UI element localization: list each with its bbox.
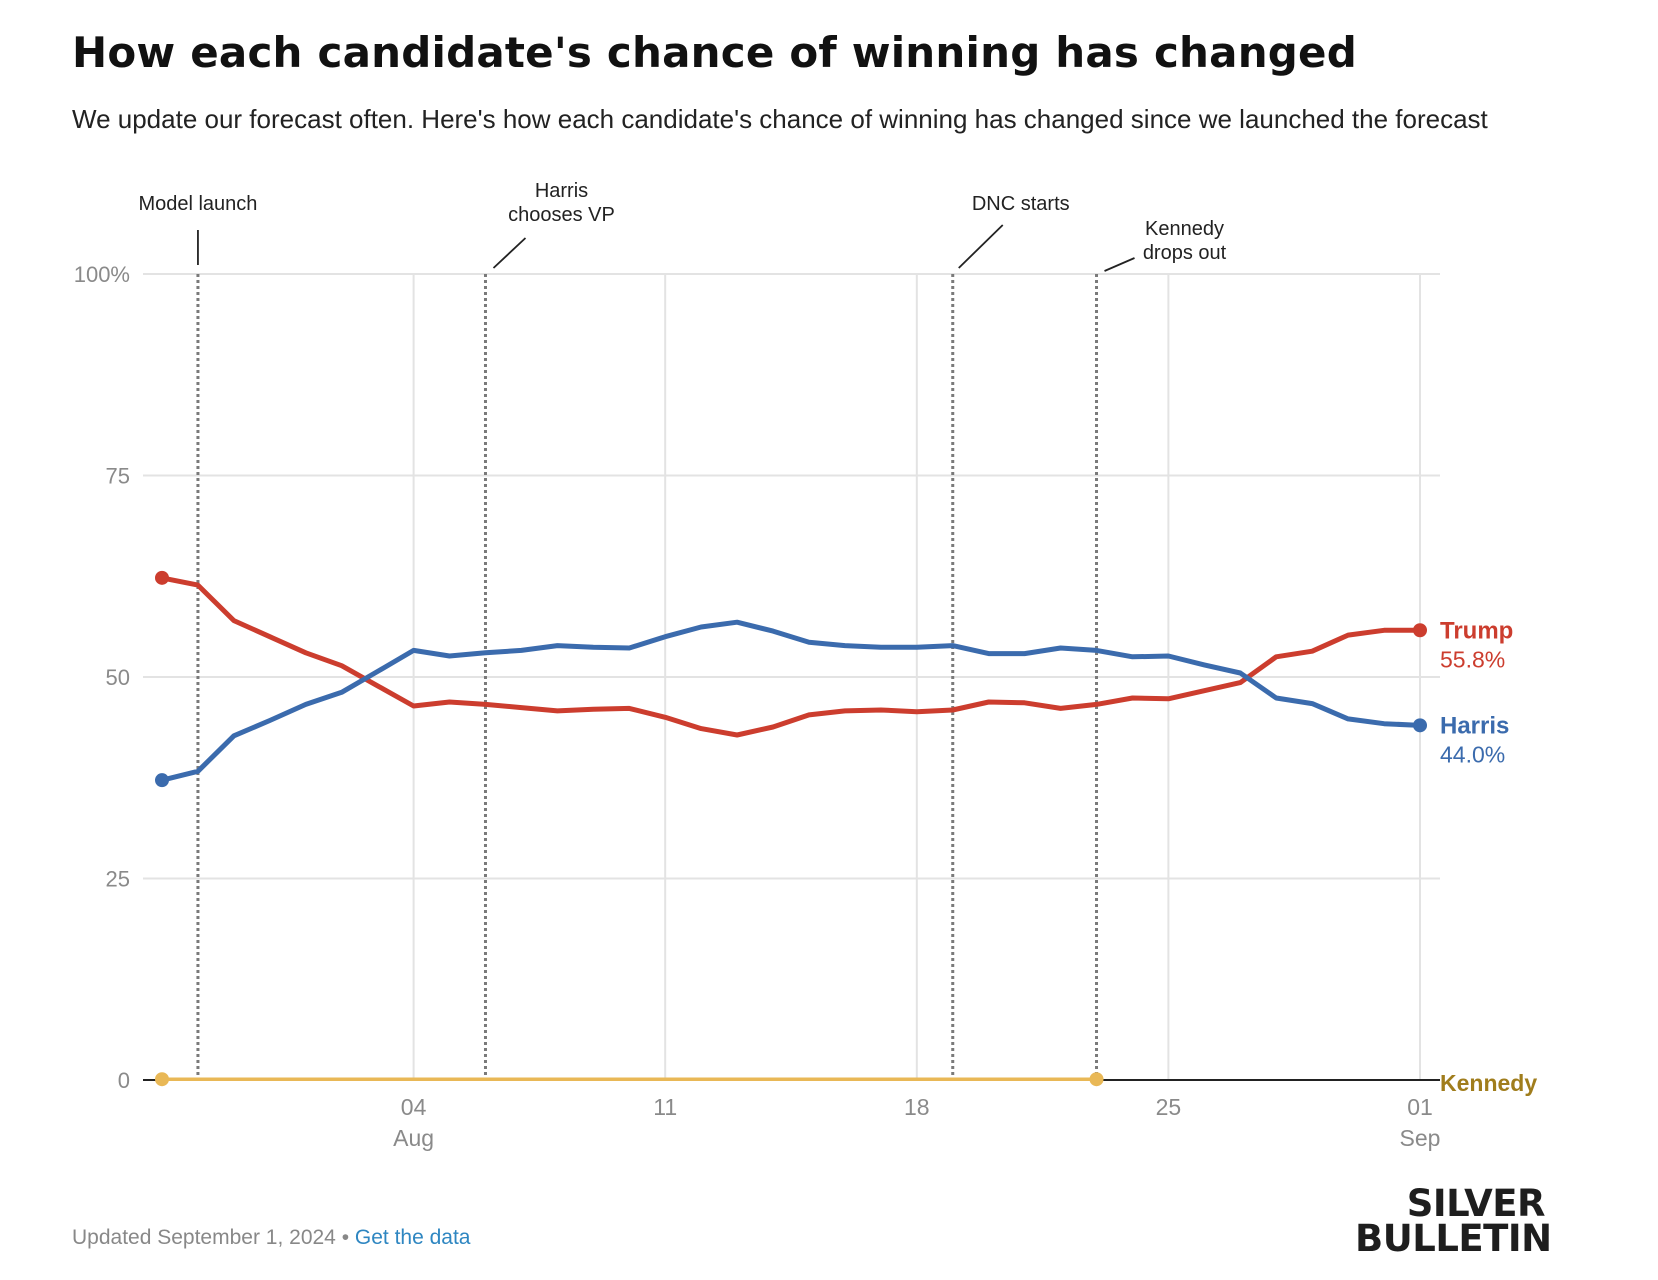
event-label: chooses VP: [508, 204, 615, 226]
x-tick-label: 01: [1407, 1094, 1433, 1120]
series-label-kennedy: Kennedy: [1440, 1070, 1537, 1096]
updated-text: Updated September 1, 2024: [72, 1226, 336, 1249]
event-label: Kennedy: [1145, 218, 1224, 240]
grid-lines: [143, 273, 1440, 1081]
chart-title: How each candidate's chance of winning h…: [72, 28, 1358, 77]
x-tick-sublabel: Aug: [393, 1125, 434, 1151]
series-end-point-trump: [1413, 623, 1427, 638]
x-tick-label: 11: [653, 1094, 677, 1120]
series-value-trump: 55.8%: [1440, 646, 1505, 672]
y-tick-label: 75: [106, 464, 130, 489]
event-label: DNC starts: [972, 193, 1070, 215]
footer-separator: •: [335, 1226, 355, 1249]
chart-subtitle: We update our forecast often. Here's how…: [72, 104, 1488, 134]
footer: Updated September 1, 2024 • Get the data: [72, 1226, 470, 1250]
brand-logo-line2: BULLETIN: [1355, 1217, 1552, 1260]
event-label: Harris: [535, 180, 588, 202]
get-the-data-link[interactable]: Get the data: [354, 1226, 471, 1249]
x-tick-sublabel: Sep: [1400, 1125, 1441, 1151]
brand-logo-line1: SILVER: [1406, 1182, 1546, 1225]
y-tick-label: 0: [118, 1068, 130, 1093]
series-value-harris: 44.0%: [1440, 741, 1505, 767]
series-start-point-kennedy: [155, 1072, 169, 1087]
event-label: drops out: [1143, 242, 1227, 264]
y-tick-label: 50: [106, 665, 130, 690]
series-start-point-trump: [155, 570, 169, 585]
series-label-harris: Harris: [1440, 712, 1509, 739]
event-leader-line: [492, 237, 527, 269]
series-end-point-kennedy: [1089, 1072, 1104, 1087]
axis-labels: 0 25 50 75 100% 04 Aug 11 18 25 01 Sep: [74, 262, 1441, 1151]
event-leader-line: [1104, 257, 1135, 272]
series-start-point-harris: [155, 773, 169, 788]
series-line-harris: [159, 619, 1423, 783]
x-tick-label: 04: [401, 1094, 427, 1120]
event-label: Model launch: [138, 193, 257, 215]
event-leader-line: [958, 224, 1004, 269]
series-lines: [155, 570, 1427, 1087]
y-tick-label: 25: [106, 867, 130, 892]
x-tick-label: 25: [1156, 1094, 1182, 1120]
x-tick-label: 18: [904, 1094, 930, 1120]
series-line-trump: [159, 575, 1423, 738]
brand-logo: SILVER BULLETIN: [1355, 1182, 1552, 1260]
y-tick-label: 100%: [74, 262, 130, 287]
series-label-trump: Trump: [1440, 617, 1513, 644]
series-end-point-harris: [1413, 718, 1427, 733]
